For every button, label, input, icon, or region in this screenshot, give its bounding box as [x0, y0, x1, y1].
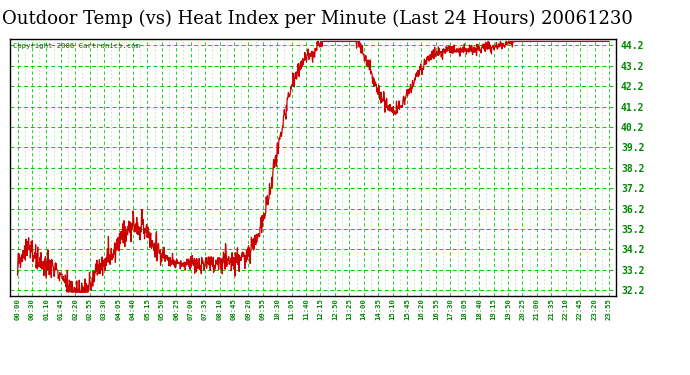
Text: Outdoor Temp (vs) Heat Index per Minute (Last 24 Hours) 20061230: Outdoor Temp (vs) Heat Index per Minute … — [2, 9, 633, 28]
Text: Copyright 2006 Cartronics.com: Copyright 2006 Cartronics.com — [13, 43, 140, 49]
